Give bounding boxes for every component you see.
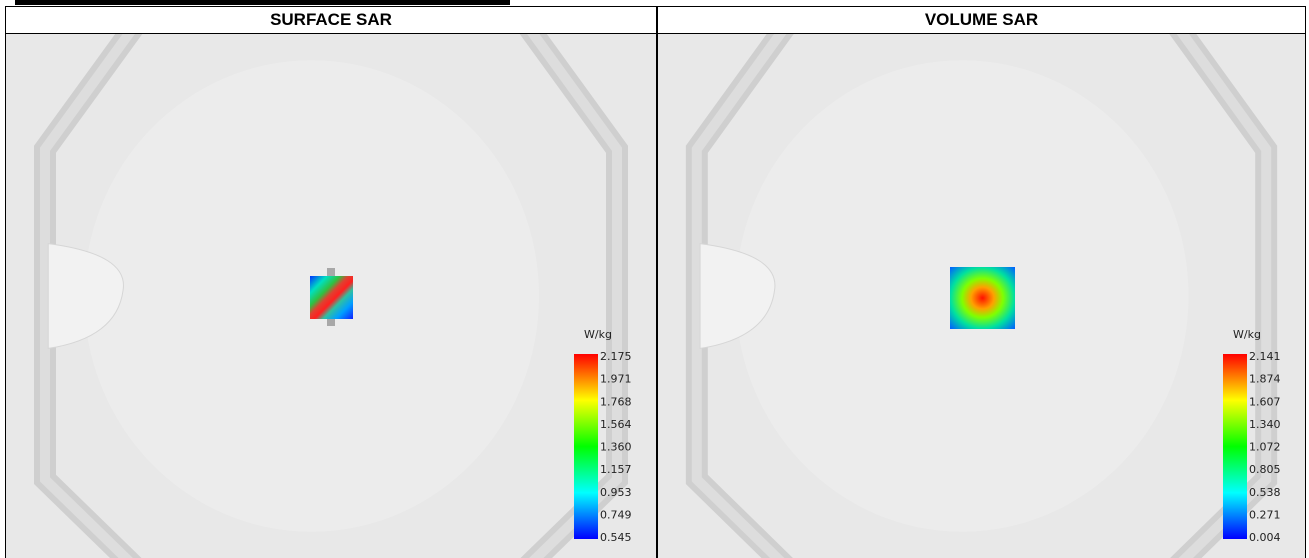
scale-label: 1.340 bbox=[1249, 418, 1281, 431]
sar-patch bbox=[310, 276, 353, 319]
scale-label: 1.564 bbox=[600, 418, 632, 431]
scale-label: 1.874 bbox=[1249, 373, 1281, 386]
scale-label: 2.141 bbox=[1249, 350, 1281, 363]
sar-image: W/kg 2.141 1.874 1.607 1.340 1.072 0.805 0.538 0… bbox=[658, 34, 1305, 558]
scale-label: 1.971 bbox=[600, 373, 632, 386]
scale-label: 1.607 bbox=[1249, 395, 1281, 408]
scale-label: 1.360 bbox=[600, 441, 632, 454]
panel-title: VOLUME SAR bbox=[658, 7, 1305, 34]
page: SURFACE SAR W/kg 2.175 1.971 1.768 1.564 1.360… bbox=[0, 0, 1309, 558]
scale-label: 0.545 bbox=[600, 531, 632, 544]
scale-label: 0.004 bbox=[1249, 531, 1281, 544]
scale-label: 1.072 bbox=[1249, 441, 1281, 454]
scale-label: 1.157 bbox=[600, 463, 632, 476]
scale-label: 0.749 bbox=[600, 508, 632, 521]
sar-panel: VOLUME SAR W/kg 2.141 1.874 1.607 1.340 1.072 0… bbox=[657, 6, 1306, 558]
scale-label: 1.768 bbox=[600, 395, 632, 408]
scale-label: 2.175 bbox=[600, 350, 632, 363]
sar-patch bbox=[950, 267, 1015, 329]
unit-label: W/kg bbox=[584, 328, 612, 341]
color-bar bbox=[574, 354, 598, 539]
sar-panel: SURFACE SAR W/kg 2.175 1.971 1.768 1.564 1.360… bbox=[5, 6, 657, 558]
unit-label: W/kg bbox=[1233, 328, 1261, 341]
scale-label: 0.271 bbox=[1249, 508, 1281, 521]
top-bar bbox=[15, 0, 510, 5]
scale-label: 0.953 bbox=[600, 486, 632, 499]
color-bar bbox=[1223, 354, 1247, 539]
sar-image: W/kg 2.175 1.971 1.768 1.564 1.360 1.157 0.953 0… bbox=[6, 34, 656, 558]
scale-label: 0.805 bbox=[1249, 463, 1281, 476]
scale-label: 0.538 bbox=[1249, 486, 1281, 499]
panel-title: SURFACE SAR bbox=[6, 7, 656, 34]
